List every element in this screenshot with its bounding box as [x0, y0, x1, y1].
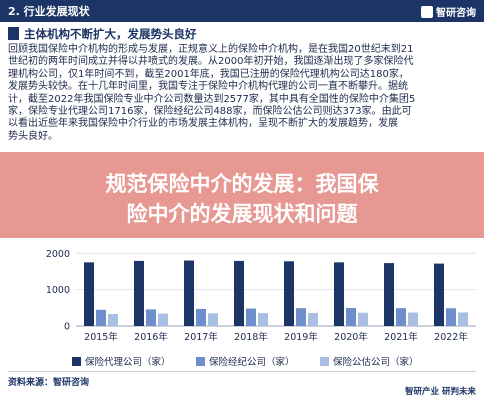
bar-broker: [346, 308, 356, 326]
bar-agency: [184, 260, 194, 326]
legend-swatch: [72, 357, 81, 366]
paragraph-line: 世纪初的两年时间成立并得以井喷式的发展。从2000年初开始，我国逐渐出现了多家保…: [8, 56, 414, 68]
paragraph-line: 发展势头较快。在十几年时间里，我国专注于保险中介机构代理的公司一直不断攀升。据统: [8, 81, 408, 93]
paragraph-line: 势头良好。: [8, 130, 58, 142]
brand-name: 智研咨询: [436, 8, 476, 19]
bar-assessor: [158, 313, 168, 326]
footer-brand: 智研产业 研判未来: [405, 387, 476, 397]
legend-item-agency: 保险代理公司（家）: [72, 354, 171, 368]
source-note: 资料来源：智研咨询: [8, 378, 90, 388]
legend-swatch: [196, 357, 205, 366]
bar-broker: [396, 308, 406, 326]
bar-agency: [84, 262, 94, 326]
x-tick-label: 2017年: [184, 331, 218, 343]
chart-x-ticks: 2015年 2016年 2017年 2018年 2019年 2020年 2021年 2022年: [84, 331, 468, 343]
bar-assessor: [108, 314, 118, 326]
bar-agency: [284, 261, 294, 326]
section-heading: 主体机构不断扩大，发展势头良好: [8, 26, 476, 42]
bar-chart: 0 1000 2000 2015年 2016年 2017年 2018年 2019年 2020年…: [46, 249, 476, 343]
y-tick-label: 1000: [46, 285, 70, 296]
bar-assessor: [408, 312, 418, 326]
paragraph-line: 以看出近些年来我国保险中介行业的市场发展主体机构，呈现不断扩大的发展趋势，发展: [8, 118, 398, 130]
chart-y-ticks: 0 1000 2000: [46, 249, 70, 333]
paragraph-line: 回顾我国保险中介机构的形成与发展，正规意义上的保险中介机构，是在我国20世纪末到…: [8, 44, 414, 55]
bar-agency: [434, 263, 444, 326]
x-tick-label: 2019年: [284, 331, 318, 343]
section-title: 2. 行业发展现状: [8, 5, 90, 18]
chart-legend: 保险代理公司（家） 保险经纪公司（家） 保险公估公司（家）: [0, 352, 484, 368]
bar-agency: [234, 260, 244, 326]
bar-agency: [334, 262, 344, 326]
bar-broker: [246, 308, 256, 326]
bar-broker: [196, 308, 206, 326]
y-tick-label: 2000: [46, 249, 70, 260]
body-paragraph: 回顾我国保险中介机构的形成与发展，正规意义上的保险中介机构，是在我国20世纪末到…: [8, 44, 474, 143]
paragraph-line: 理机构公司，仅1年时间不到，截至2001年底，我国已注册的保险代理机构公司达18…: [8, 68, 409, 80]
bar-assessor: [208, 313, 218, 326]
x-tick-label: 2020年: [334, 331, 368, 343]
x-tick-label: 2015年: [84, 331, 118, 343]
top-bar: 2. 行业发展现状 智研咨询: [0, 0, 484, 22]
legend-swatch: [320, 357, 329, 366]
heading-marker-icon: [8, 27, 19, 40]
y-tick-label: 0: [64, 322, 70, 333]
bar-broker: [146, 309, 156, 326]
heading-text: 主体机构不断扩大，发展势头良好: [24, 27, 197, 41]
x-tick-label: 2016年: [134, 331, 168, 343]
bar-agency: [134, 260, 144, 326]
banner-line-2: 险中介的发展现状和问题: [126, 202, 358, 226]
banner-line-1: 规范保险中介的发展：我国保: [105, 172, 379, 196]
title-banner: 规范保险中介的发展：我国保 险中介的发展现状和问题: [0, 152, 484, 238]
paragraph-line: 计，截至2022年我国保险专业中介公司数量达到2577家，其中具有全国性的保险中…: [8, 93, 416, 105]
bar-assessor: [308, 312, 318, 326]
bar-broker: [96, 309, 106, 326]
brand-logo-icon: [421, 6, 433, 18]
legend-label: 保险代理公司（家）: [85, 357, 171, 368]
paragraph-line: 家，保险专业代理公司1716家，保险经纪公司488家，而保险公估公司则达373家…: [8, 106, 412, 118]
legend-item-broker: 保险经纪公司（家）: [196, 354, 295, 368]
chart-bars: [84, 260, 468, 326]
brand-logo: 智研咨询: [421, 4, 476, 19]
legend-label: 保险经纪公司（家）: [209, 357, 295, 368]
legend-label: 保险公估公司（家）: [333, 357, 419, 368]
footer-divider: [8, 371, 476, 372]
x-tick-label: 2018年: [234, 331, 268, 343]
bar-agency: [384, 263, 394, 326]
bar-assessor: [258, 313, 268, 326]
bar-broker: [446, 308, 456, 326]
legend-item-assessor: 保险公估公司（家）: [320, 354, 419, 368]
bar-broker: [296, 308, 306, 326]
bar-assessor: [458, 312, 468, 326]
x-tick-label: 2022年: [434, 331, 468, 343]
bar-assessor: [358, 312, 368, 326]
x-tick-label: 2021年: [384, 331, 418, 343]
